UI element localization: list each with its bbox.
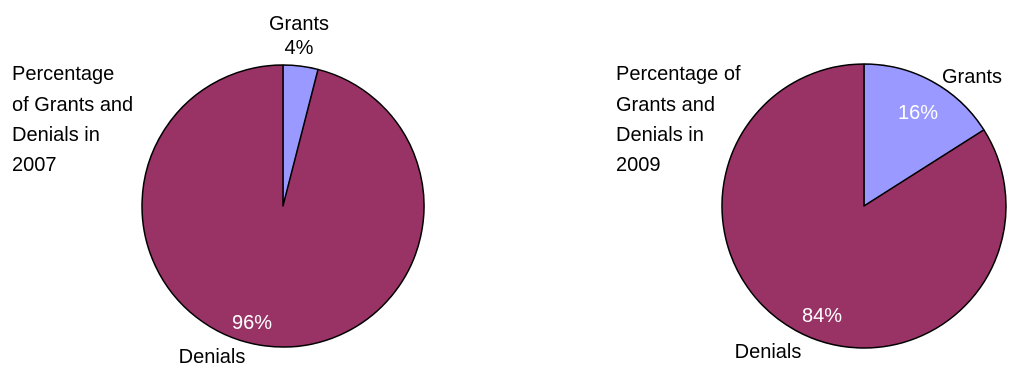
title-line: 2007: [12, 154, 57, 176]
pie-slice-denials: [721, 63, 1007, 349]
chart-title: Percentage of Grants and Denials in 2009: [616, 63, 746, 176]
title-line: of Grants and: [12, 94, 133, 116]
slice-value-denials: 96%: [232, 312, 272, 334]
slice-label-denials: Denials: [179, 346, 246, 368]
pie-2009: [721, 63, 1007, 349]
slice-label-denials: Denials: [735, 341, 802, 363]
pie-slice-grants: [863, 63, 985, 207]
title-line: Percentage of: [616, 63, 741, 85]
title-line: Denials in: [12, 124, 100, 146]
chart-2009: Percentage of Grants and Denials in 2009…: [616, 63, 1007, 363]
slice-value-grants: 16%: [898, 102, 938, 124]
slice-value-denials: 84%: [802, 305, 842, 327]
slice-label-grants: Grants: [942, 66, 1002, 88]
title-line: Percentage: [12, 63, 114, 85]
slice-value-grants: 4%: [285, 37, 314, 59]
pie-slice-denials: [141, 64, 425, 348]
chart-title: Percentage of Grants and Denials in 2007: [12, 63, 139, 176]
chart-2007: Percentage of Grants and Denials in 2007…: [12, 13, 425, 368]
title-line: 2009: [616, 154, 661, 176]
slice-label-grants: Grants: [269, 13, 329, 35]
title-line: Grants and: [616, 94, 715, 116]
title-line: Denials in: [616, 124, 704, 146]
pie-2007: [141, 64, 425, 348]
